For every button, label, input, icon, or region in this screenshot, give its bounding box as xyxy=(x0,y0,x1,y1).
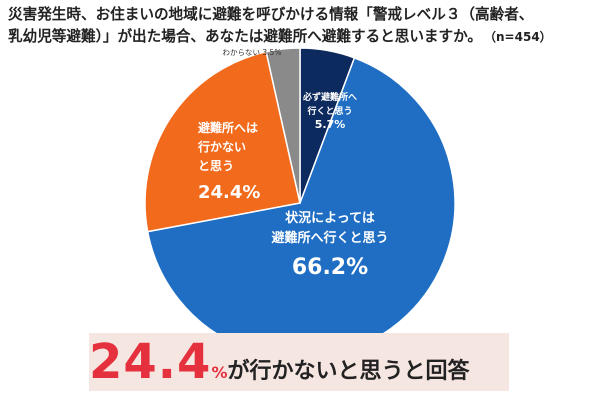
slice-category-label: 避難所へは xyxy=(198,120,258,135)
pie-slice xyxy=(146,56,456,359)
slice-category-label: わからない 3.5% xyxy=(223,48,282,57)
slice-value-label: 66.2% xyxy=(292,255,368,280)
highlight-callout: 24.4%が行かないと思うと回答 xyxy=(89,333,509,391)
slice-category-label: 行くと思う xyxy=(306,105,352,117)
callout-big-number: 24.4 xyxy=(89,334,212,390)
slice-label: 状況によっては避難所へ行くと思う 66.2% xyxy=(271,210,388,280)
title-line-2: 乳幼児等避難）」が出た場合、あなたは避難所へ避難すると思いますか。 （n=454） xyxy=(8,26,592,48)
slice-category-label: と思う xyxy=(198,159,234,173)
slice-category-label: 行かない xyxy=(197,139,246,154)
callout-percent-sign: % xyxy=(211,363,228,382)
slice-label: 必ず避難所へ行くと思う 5.7% xyxy=(302,91,357,131)
sample-size: （n=454） xyxy=(490,30,552,44)
slice-label: 避難所へは行かないと思う 24.4% xyxy=(197,120,260,203)
slice-category-label: 状況によっては xyxy=(285,210,375,226)
chart-title: 災害発生時、お住まいの地域に避難を呼びかける情報「警戒レベル３（高齢者、 乳幼児… xyxy=(8,4,592,48)
title-line-1: 災害発生時、お住まいの地域に避難を呼びかける情報「警戒レベル３（高齢者、 xyxy=(8,6,534,23)
slice-category-label: 必ず避難所へ xyxy=(302,91,357,103)
pie-slices xyxy=(144,47,456,359)
slice-category-label: 避難所へ行くと思う xyxy=(271,230,388,246)
pie-slice xyxy=(144,50,301,233)
slice-value-label: 24.4% xyxy=(198,182,260,203)
slice-label: わからない 3.5% xyxy=(223,48,282,57)
slice-value-label: 5.7% xyxy=(315,118,346,131)
pie-labels: 必ず避難所へ行くと思う 5.7% 状況によっては避難所へ行くと思う 66.2% 避難所へ… xyxy=(197,48,389,280)
title-line-2-text: 乳幼児等避難）」が出た場合、あなたは避難所へ避難すると思いますか。 xyxy=(8,28,483,45)
callout-text: が行かないと思うと回答 xyxy=(227,359,470,384)
callout-line: 24.4%が行かないと思うと回答 xyxy=(89,333,469,402)
pie-slice xyxy=(265,47,301,204)
